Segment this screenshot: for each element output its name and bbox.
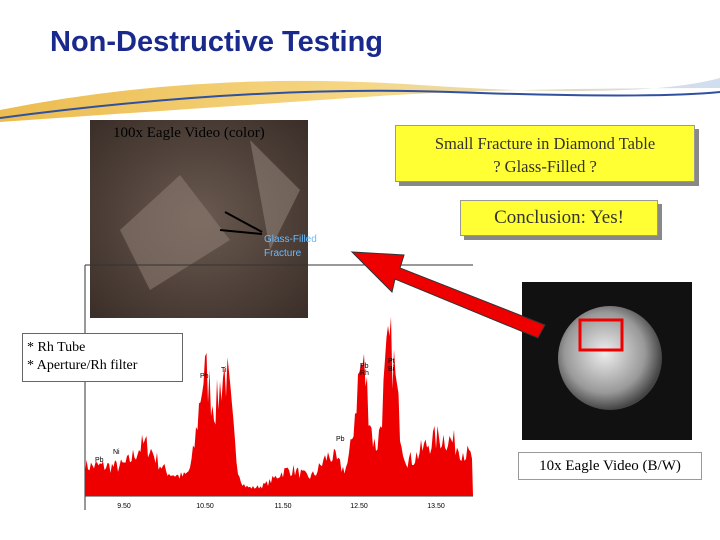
overlay-label: Glass-Filled	[264, 234, 317, 245]
settings-line: * Rh Tube	[27, 340, 86, 355]
facet	[120, 175, 230, 290]
callout: Conclusion: Yes!	[460, 200, 658, 236]
peak-label: Pb	[95, 457, 104, 464]
x-tick-label: 10.50	[196, 503, 214, 510]
peak-label: Rh	[360, 370, 369, 377]
title: Non-Destructive Testing	[50, 26, 384, 58]
photo-caption: 100x Eagle Video (color)	[113, 125, 265, 141]
x-tick-label: 11.50	[275, 503, 292, 510]
peak-label: Pb	[200, 373, 209, 380]
peak-label: Pt	[388, 358, 395, 365]
diamond	[558, 306, 662, 410]
marker	[578, 318, 624, 352]
peak-label: Ti	[221, 367, 227, 374]
swoosh	[0, 78, 720, 122]
peak-label: Pb	[336, 436, 345, 443]
pointer	[219, 211, 263, 235]
overlay-label: Fracture	[264, 248, 302, 259]
settings-line: * Aperture/Rh filter	[27, 358, 138, 373]
x-tick-label: 9.50	[117, 503, 131, 510]
arrow	[350, 251, 546, 339]
swoosh-line	[0, 89, 720, 119]
settings-box: * Rh Tube * Aperture/Rh filter	[22, 333, 183, 382]
peak-label: Ni	[113, 449, 120, 456]
peak-label: Pb	[360, 363, 369, 370]
spectrum	[85, 316, 473, 496]
peak-label: Bi	[388, 366, 395, 373]
callout-line: ? Glass-Filled ?	[493, 157, 597, 176]
callout-line: Small Fracture in Diamond Table	[434, 134, 656, 153]
callout: Small Fracture in Diamond Table ? Glass-…	[395, 125, 695, 182]
x-tick-label: 12.50	[350, 503, 368, 510]
x-tick-label: 13.50	[427, 503, 445, 510]
photo-caption: 10x Eagle Video (B/W)	[518, 452, 702, 480]
facet	[250, 140, 300, 250]
